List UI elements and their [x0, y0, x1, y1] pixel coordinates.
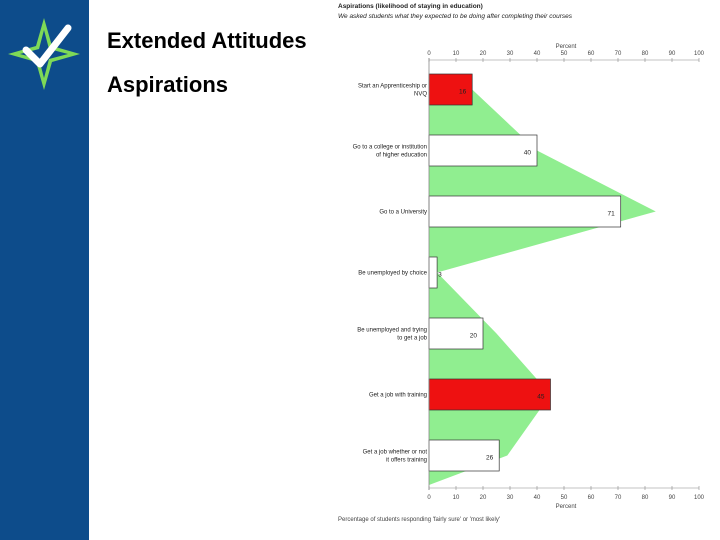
bar: [428, 134, 538, 167]
value-label: 20: [470, 333, 478, 340]
x-tick-label-bottom: 40: [534, 495, 541, 501]
value-label: 26: [486, 455, 494, 462]
category-label: Get a job with training: [369, 393, 427, 399]
logo-star-icon: [8, 18, 80, 90]
x-tick-label-top: 60: [588, 51, 595, 57]
x-tick-label-top: 40: [534, 51, 541, 57]
x-axis-label-bottom: Percent: [556, 504, 577, 510]
logo-check-mark: [22, 24, 72, 68]
x-tick-label-bottom: 100: [694, 495, 705, 501]
x-tick-label-top: 50: [561, 51, 568, 57]
x-tick-label-top: 20: [480, 51, 487, 57]
x-tick-label-top: 80: [642, 51, 649, 57]
category-layer: Start an Apprenticeship or NVQ Go to a col…: [353, 84, 428, 464]
bar: [428, 73, 473, 106]
value-label-layer: 16 40 71 3 20 45 26: [438, 89, 615, 462]
category-label: Go to a college or institution: [353, 145, 427, 151]
chart-subtitle: We asked students what they expected to …: [338, 13, 573, 20]
x-tick-label-top: 70: [615, 51, 622, 57]
bar: [428, 378, 551, 411]
x-tick-label-bottom: 60: [588, 495, 595, 501]
slide-subtitle: Aspirations: [107, 72, 229, 97]
value-label: 71: [607, 211, 615, 218]
chart-footer: Percentage of students responding 'fairl…: [338, 517, 500, 523]
category-label: Go to a University: [379, 210, 427, 216]
x-tick-label-top: 0: [427, 51, 431, 57]
category-label: Get a job whether or not: [363, 450, 428, 456]
category-label: Be unemployed by choice: [358, 271, 427, 277]
x-tick-label-bottom: 70: [615, 495, 622, 501]
x-axis-label-top: Percent: [556, 44, 577, 50]
x-tick-label-top: 90: [669, 51, 676, 57]
x-tick-label-bottom: 80: [642, 495, 649, 501]
slide-title: Extended Attitudes: [107, 28, 307, 53]
x-tick-label-bottom: 90: [669, 495, 676, 501]
x-tick-label-bottom: 30: [507, 495, 514, 501]
category-label: NVQ: [414, 92, 427, 98]
x-tick-label-top: 10: [453, 51, 460, 57]
x-tick-label-bottom: 10: [453, 495, 460, 501]
category-label: it offers training: [386, 458, 427, 464]
x-tick-label-bottom: 50: [561, 495, 568, 501]
x-tick-label-bottom: 20: [480, 495, 487, 501]
aspirations-chart: Aspirations (likelihood of staying in ed…: [338, 3, 705, 523]
category-label: to get a job: [397, 336, 427, 342]
value-label: 40: [524, 150, 532, 157]
value-label: 45: [537, 394, 545, 401]
tick-layer: 0 0 10 10 20 20 30 30 40 40 50 50 60 60 70 70 80 80 90 90 10…: [427, 51, 704, 501]
value-label: 16: [459, 89, 467, 96]
chart-title: Aspirations (likelihood of staying in ed…: [338, 3, 483, 10]
bar: [428, 195, 622, 228]
value-label: 3: [438, 272, 442, 279]
category-label: Start an Apprenticeship or: [358, 84, 427, 90]
x-tick-label-bottom: 0: [427, 495, 431, 501]
x-tick-label-top: 30: [507, 51, 514, 57]
x-tick-label-top: 100: [694, 51, 705, 57]
sidebar: [0, 0, 89, 540]
category-label: Be unemployed and trying: [357, 328, 427, 334]
category-label: of higher education: [376, 153, 427, 159]
bar: [428, 256, 438, 289]
bar: [428, 317, 484, 350]
